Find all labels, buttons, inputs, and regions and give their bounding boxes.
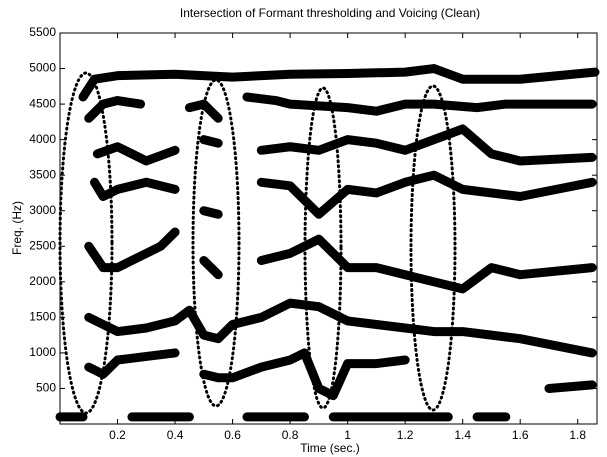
x-tick-label: 0.4	[167, 428, 184, 442]
region-ellipse	[303, 86, 343, 410]
y-tick-label: 5000	[29, 61, 56, 75]
formant-track	[84, 227, 597, 294]
x-axis-label: Time (sec.)	[300, 441, 360, 455]
formant-track	[84, 298, 597, 358]
y-tick-label: 1000	[29, 345, 56, 359]
formant-track	[90, 170, 597, 219]
region-ellipse	[409, 84, 457, 412]
y-tick-label: 2500	[29, 238, 56, 252]
x-tick-label: 0.6	[224, 428, 241, 442]
formant-track	[78, 64, 600, 102]
y-tick-label: 500	[36, 381, 56, 395]
y-tick-label: 4000	[29, 132, 56, 146]
plot-area	[55, 64, 600, 422]
y-tick-label: 1500	[29, 310, 56, 324]
y-tick-label: 4500	[29, 96, 56, 110]
axes-frame	[59, 32, 598, 425]
x-tick-label: 1	[344, 428, 351, 442]
region-ellipse	[191, 78, 241, 408]
x-tick-label: 1.4	[454, 428, 471, 442]
chart-title: Intersection of Formant thresholding and…	[180, 6, 480, 20]
x-tick-label: 1.6	[512, 428, 529, 442]
x-tick-label: 1.8	[569, 428, 586, 442]
x-tick-label: 0.2	[109, 428, 126, 442]
x-tick-label: 0.8	[282, 428, 299, 442]
y-tick-label: 3000	[29, 203, 56, 217]
y-tick-label: 5500	[29, 25, 56, 39]
x-tick-label: 1.2	[397, 428, 414, 442]
y-tick-label: 3500	[29, 167, 56, 181]
y-axis-label: Freq. (Hz)	[10, 201, 24, 255]
y-tick-label: 2000	[29, 274, 56, 288]
